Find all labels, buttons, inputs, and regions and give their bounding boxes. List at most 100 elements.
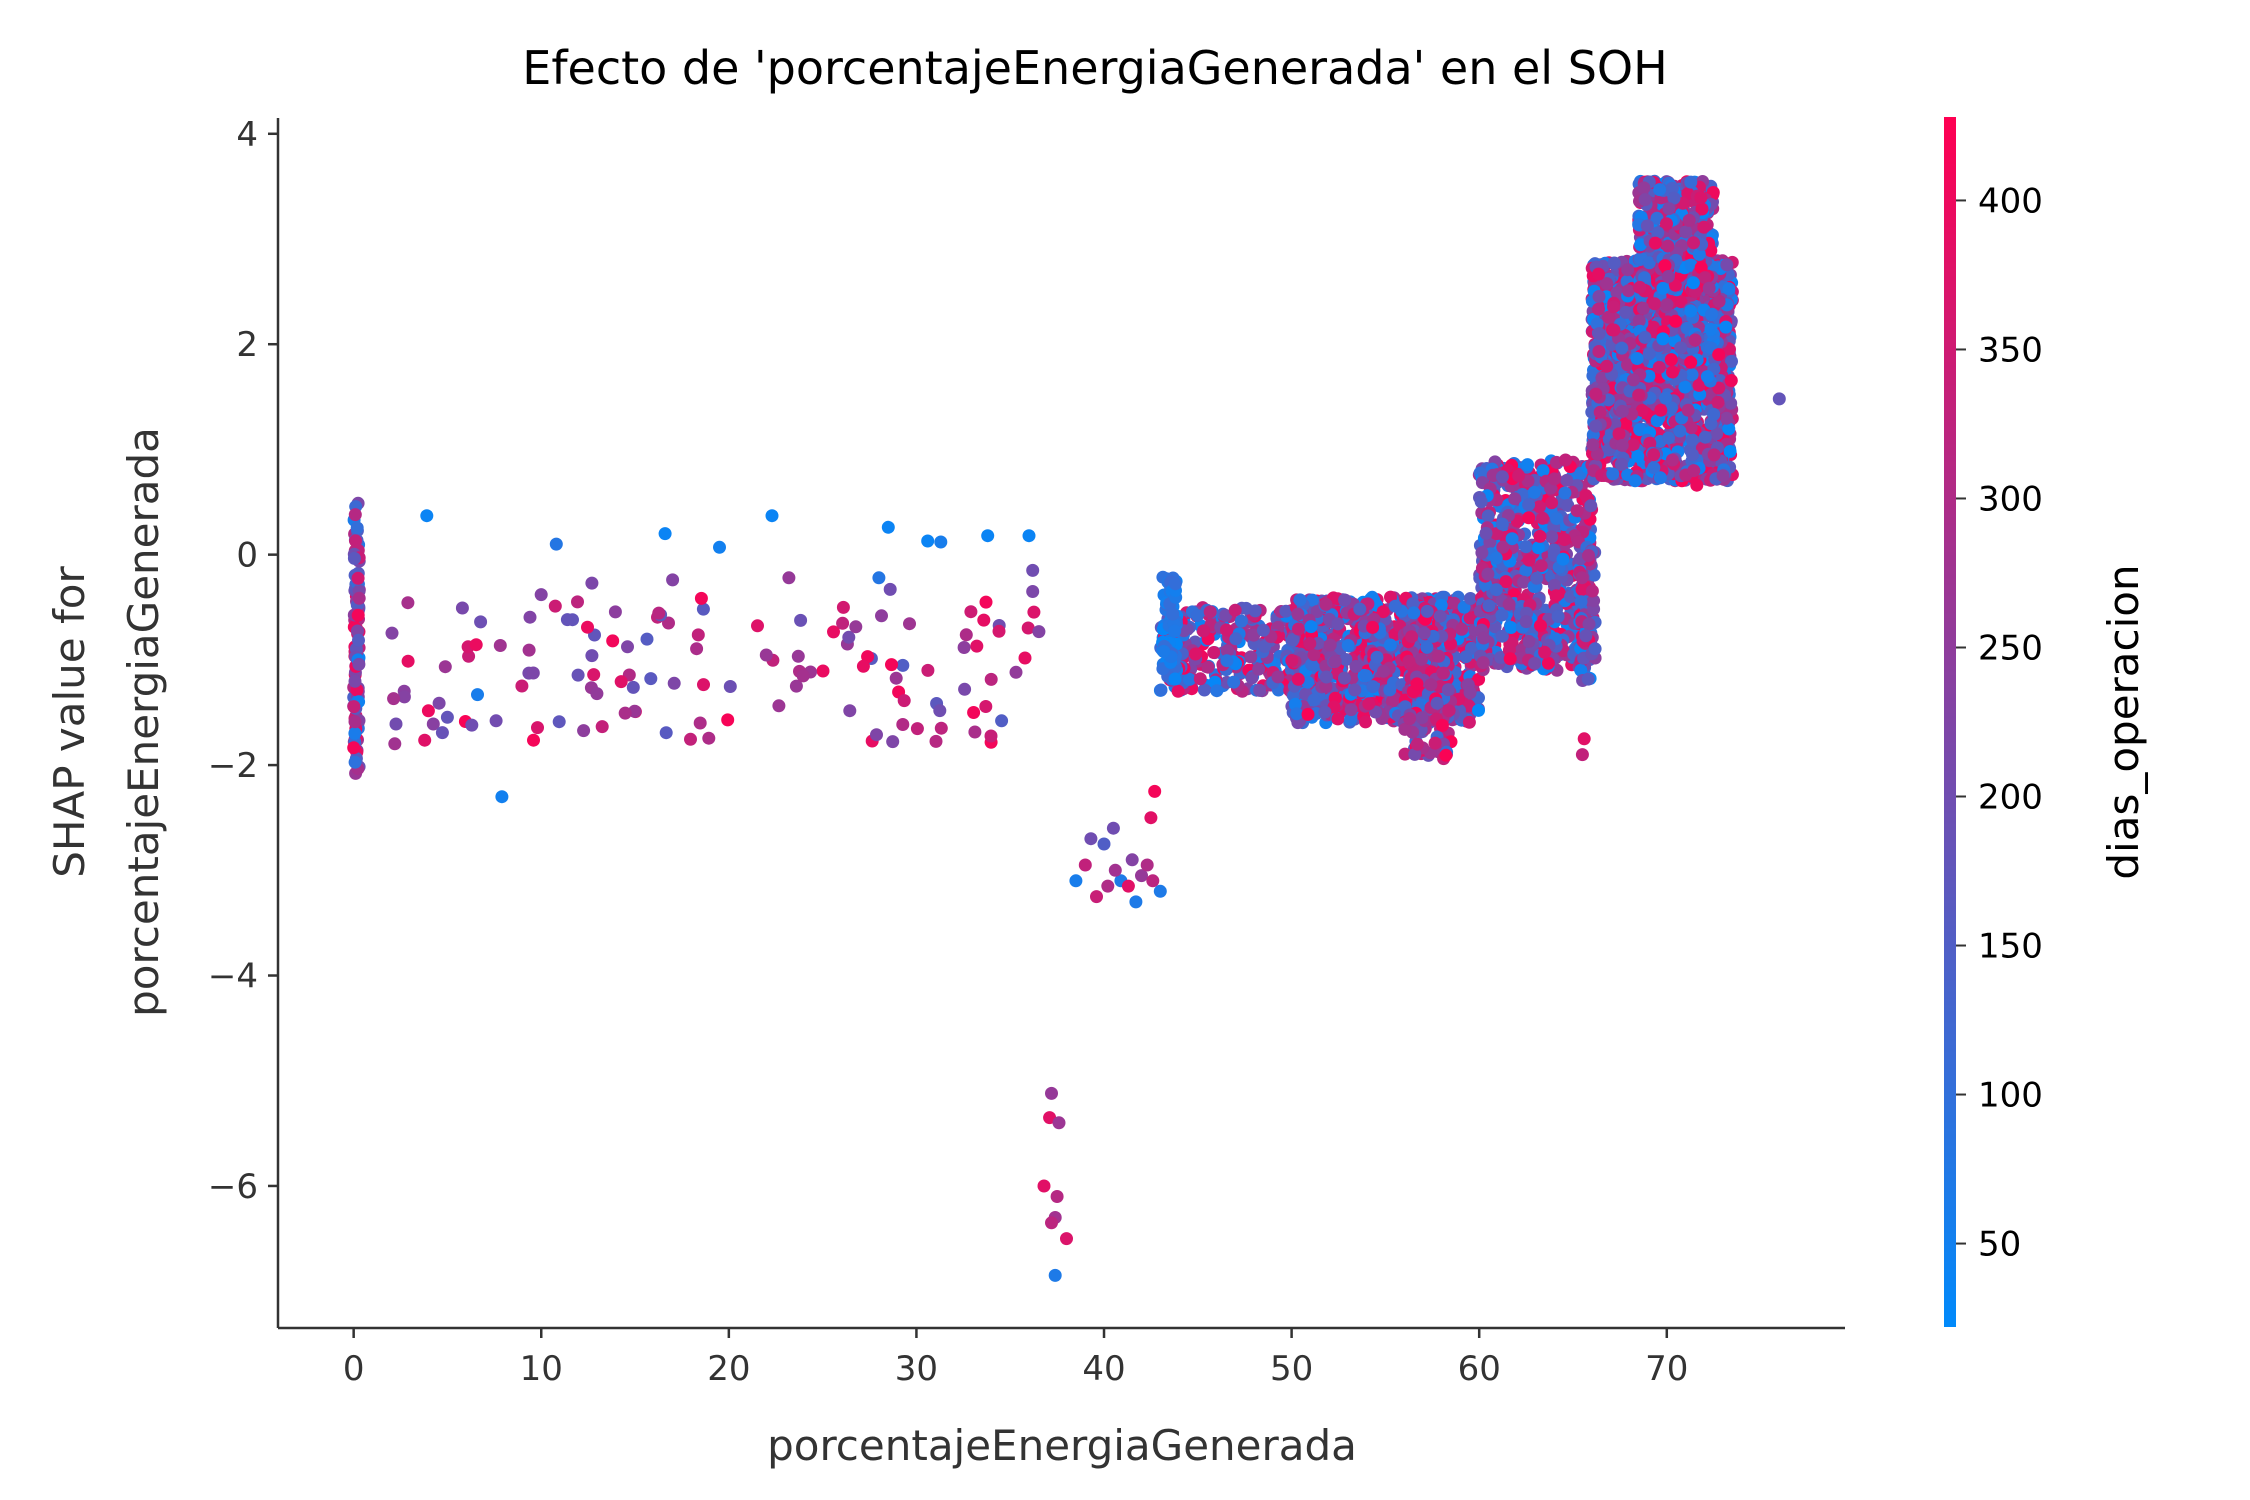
data-point	[1560, 473, 1574, 487]
colorbar-tick-label: 400	[1978, 181, 2043, 221]
data-point	[1612, 427, 1626, 441]
data-point	[697, 678, 710, 692]
data-point	[1398, 722, 1412, 736]
data-point	[1648, 236, 1662, 250]
data-point	[1574, 595, 1588, 609]
data-point	[1307, 648, 1321, 662]
data-point	[1653, 471, 1667, 485]
data-point	[1247, 628, 1261, 642]
colorbar-tick-label: 250	[1978, 628, 2043, 668]
data-point	[1256, 623, 1270, 637]
data-point	[1303, 637, 1317, 650]
data-point	[1220, 654, 1234, 668]
data-point	[348, 674, 362, 688]
data-point	[995, 714, 1009, 728]
data-point	[1410, 677, 1424, 691]
data-point	[1436, 666, 1450, 680]
data-point	[1647, 448, 1661, 462]
data-point	[1686, 276, 1700, 290]
data-point	[1197, 624, 1211, 638]
data-point	[1402, 654, 1416, 668]
data-point	[1579, 629, 1593, 643]
data-point	[1078, 858, 1092, 872]
data-point	[1477, 631, 1491, 645]
data-point	[1037, 1179, 1051, 1193]
data-point	[765, 509, 779, 523]
data-point	[1489, 583, 1503, 597]
data-point	[959, 628, 973, 642]
data-point	[1592, 327, 1606, 341]
colorbar-tick-label: 150	[1978, 927, 2043, 967]
data-point	[1720, 258, 1734, 272]
data-point	[1712, 348, 1726, 362]
data-point	[1291, 607, 1305, 621]
data-point	[585, 649, 599, 663]
data-point	[1201, 660, 1215, 674]
colorbar	[1944, 117, 1956, 1327]
data-point	[1592, 345, 1606, 358]
data-point	[1684, 304, 1698, 318]
data-point	[348, 726, 362, 740]
data-point	[1600, 359, 1614, 373]
data-point	[979, 700, 993, 713]
data-point	[1593, 405, 1607, 419]
colorbar-title: dias_operacion	[2099, 564, 2148, 879]
data-point	[702, 731, 716, 745]
data-point	[1519, 540, 1533, 554]
data-point	[1433, 609, 1447, 623]
data-point	[1252, 662, 1266, 676]
data-point	[921, 663, 935, 677]
data-point	[1581, 672, 1595, 686]
data-point	[659, 726, 673, 740]
data-point	[418, 733, 432, 747]
data-point	[1291, 672, 1305, 686]
data-point	[644, 672, 658, 686]
data-point	[1592, 290, 1606, 303]
data-point	[1707, 448, 1721, 462]
data-point	[1589, 387, 1603, 401]
data-point	[1661, 239, 1675, 253]
data-point	[455, 601, 469, 615]
data-point	[1370, 650, 1384, 664]
data-point	[1447, 596, 1461, 610]
data-point	[958, 682, 972, 696]
data-point	[1637, 181, 1651, 195]
data-point	[1279, 604, 1293, 618]
data-point	[696, 602, 710, 616]
data-point	[1588, 642, 1602, 656]
data-point	[1495, 517, 1509, 531]
data-point	[721, 713, 735, 727]
data-point	[618, 706, 632, 720]
data-point	[1547, 578, 1561, 592]
data-point	[1659, 391, 1673, 405]
data-point	[1574, 663, 1588, 677]
data-point	[1026, 563, 1040, 577]
data-point	[1489, 551, 1503, 565]
data-point	[1697, 220, 1711, 234]
data-point	[1716, 469, 1730, 483]
data-point	[1532, 500, 1546, 514]
data-point	[889, 671, 903, 685]
data-point	[495, 790, 509, 804]
data-point	[1648, 297, 1662, 311]
data-point	[585, 576, 599, 590]
x-tick-label: 70	[1645, 1349, 1688, 1389]
data-point	[1048, 1268, 1062, 1282]
data-point	[1323, 638, 1337, 652]
data-point	[1690, 478, 1704, 492]
data-point	[489, 714, 503, 728]
data-point	[1328, 655, 1342, 668]
scatter-points	[347, 174, 1786, 1282]
data-point	[723, 680, 737, 693]
data-point	[957, 641, 971, 654]
data-point	[352, 657, 366, 671]
data-point	[590, 687, 604, 701]
data-point	[984, 672, 998, 686]
data-point	[1705, 308, 1718, 322]
data-point	[531, 721, 544, 735]
data-point	[462, 649, 476, 663]
data-point	[1638, 330, 1652, 344]
data-point	[1415, 652, 1428, 666]
data-point	[1050, 1190, 1064, 1203]
